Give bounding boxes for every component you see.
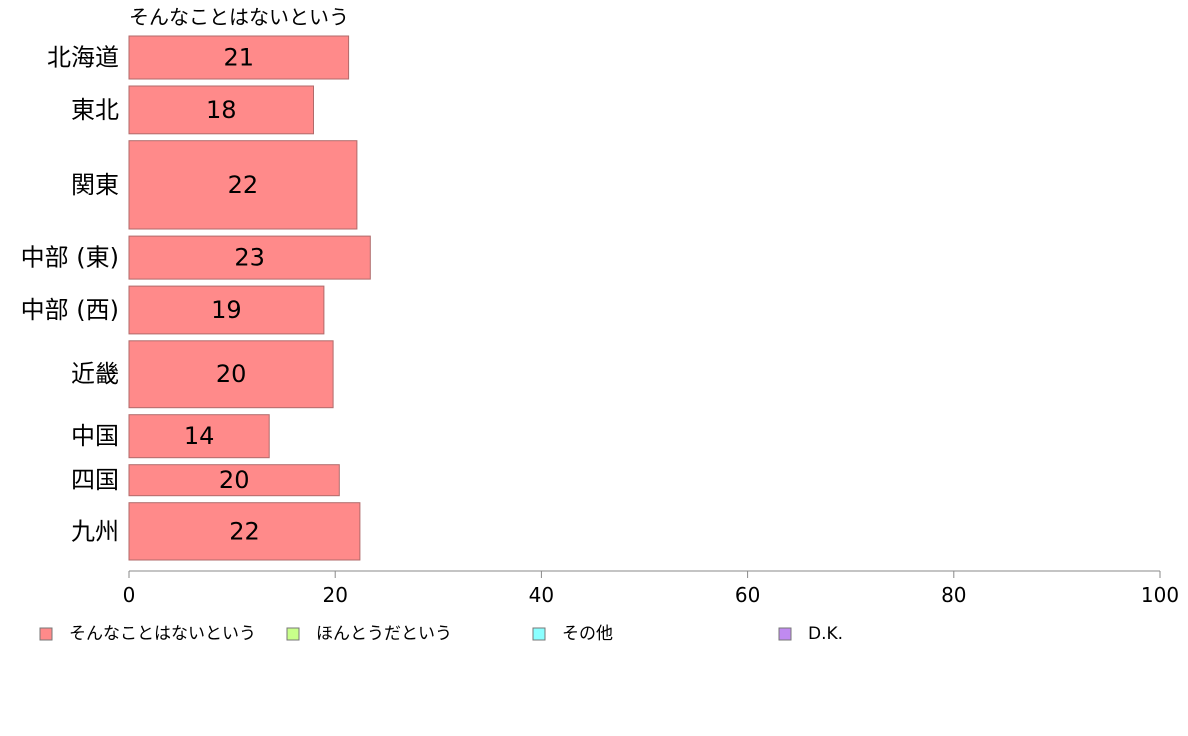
category-label: 近畿 bbox=[71, 360, 119, 388]
bar-8 bbox=[128, 502, 361, 561]
category-label: 東北 bbox=[71, 96, 119, 124]
x-tick-label: 20 bbox=[322, 583, 347, 607]
x-tick-label: 40 bbox=[529, 583, 554, 607]
legend-label: D.K. bbox=[808, 624, 843, 644]
bar-value-label: 22 bbox=[229, 517, 260, 545]
legend-label: そんなことはないという bbox=[69, 624, 256, 644]
bar-5 bbox=[128, 340, 334, 409]
bar-7 bbox=[128, 464, 340, 497]
legend-label: その他 bbox=[562, 624, 613, 644]
legend-swatch bbox=[286, 627, 300, 641]
x-tick-label: 80 bbox=[941, 583, 966, 607]
bar-6 bbox=[128, 414, 270, 459]
bar-2 bbox=[128, 140, 358, 230]
category-label: 中国 bbox=[71, 422, 119, 450]
category-label: 中部 (西) bbox=[21, 296, 119, 324]
x-tick-label: 0 bbox=[123, 583, 136, 607]
legend-swatch bbox=[39, 627, 53, 641]
bar-value-label: 20 bbox=[216, 360, 247, 388]
legend-swatch bbox=[778, 627, 792, 641]
category-label: 中部 (東) bbox=[21, 244, 119, 272]
bar-1 bbox=[128, 85, 314, 135]
bar-value-label: 22 bbox=[228, 171, 259, 199]
x-tick-label: 100 bbox=[1141, 583, 1179, 607]
bar-value-label: 18 bbox=[206, 96, 237, 124]
bar-value-label: 23 bbox=[234, 244, 265, 272]
legend: そんなことはないという ほんとうだという その他 D.K. bbox=[39, 624, 843, 644]
chart-title: そんなことはないという bbox=[129, 5, 349, 29]
x-tick-label: 60 bbox=[735, 583, 760, 607]
legend-swatch bbox=[532, 627, 546, 641]
category-label: 四国 bbox=[71, 466, 119, 494]
bar-value-label: 20 bbox=[219, 466, 250, 494]
bar-4 bbox=[128, 285, 325, 335]
bar-3 bbox=[128, 235, 371, 280]
bar-value-label: 14 bbox=[184, 422, 215, 450]
category-label: 九州 bbox=[71, 517, 119, 545]
x-axis: 0 20 40 60 80 100 bbox=[123, 570, 1179, 607]
bar-value-label: 21 bbox=[224, 44, 255, 72]
category-label: 北海道 bbox=[47, 44, 119, 72]
category-label: 関東 bbox=[71, 171, 119, 199]
bar-0 bbox=[128, 35, 350, 80]
bar-value-label: 19 bbox=[211, 296, 242, 324]
legend-label: ほんとうだという bbox=[316, 624, 452, 644]
